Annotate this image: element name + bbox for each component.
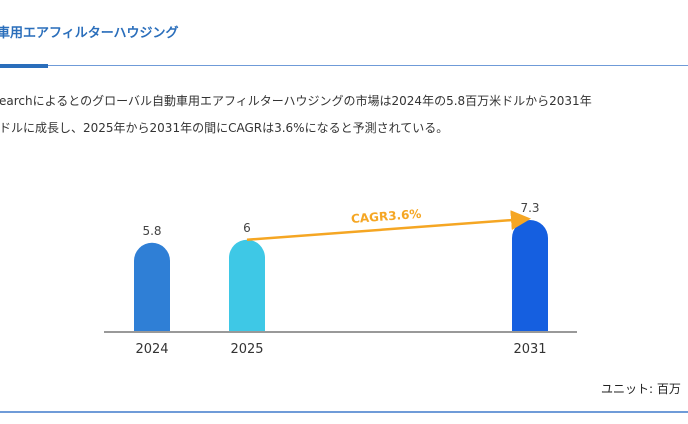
title-divider-accent	[0, 64, 48, 68]
value-label: 7.3	[520, 201, 539, 215]
description-line-2: ドルに成長し、2025年から2031年の間にCAGRは3.6%になると予測されて…	[0, 121, 449, 135]
description-line-1: earchによるとのグローバル自動車用エアフィルターハウジングの市場は2024年…	[0, 94, 592, 108]
bar-2024	[134, 242, 170, 331]
section-title: 車用エアフィルターハウジング	[0, 26, 179, 41]
value-label: 6	[243, 221, 251, 235]
bar-2025	[229, 239, 265, 331]
unit-label: ユニット: 百万	[601, 382, 681, 396]
cagr-arrow	[246, 210, 531, 242]
market-description: earchによるとのグローバル自動車用エアフィルターハウジングの市場は2024年…	[0, 88, 592, 142]
bar-2031	[512, 220, 548, 331]
bottom-divider	[0, 411, 688, 413]
category-label: 2025	[230, 342, 263, 357]
title-divider	[0, 65, 688, 66]
value-label: 5.8	[142, 224, 161, 238]
category-label: 2031	[513, 342, 546, 357]
cagr-label: CAGR3.6%	[351, 207, 422, 226]
category-label: 2024	[135, 342, 168, 357]
